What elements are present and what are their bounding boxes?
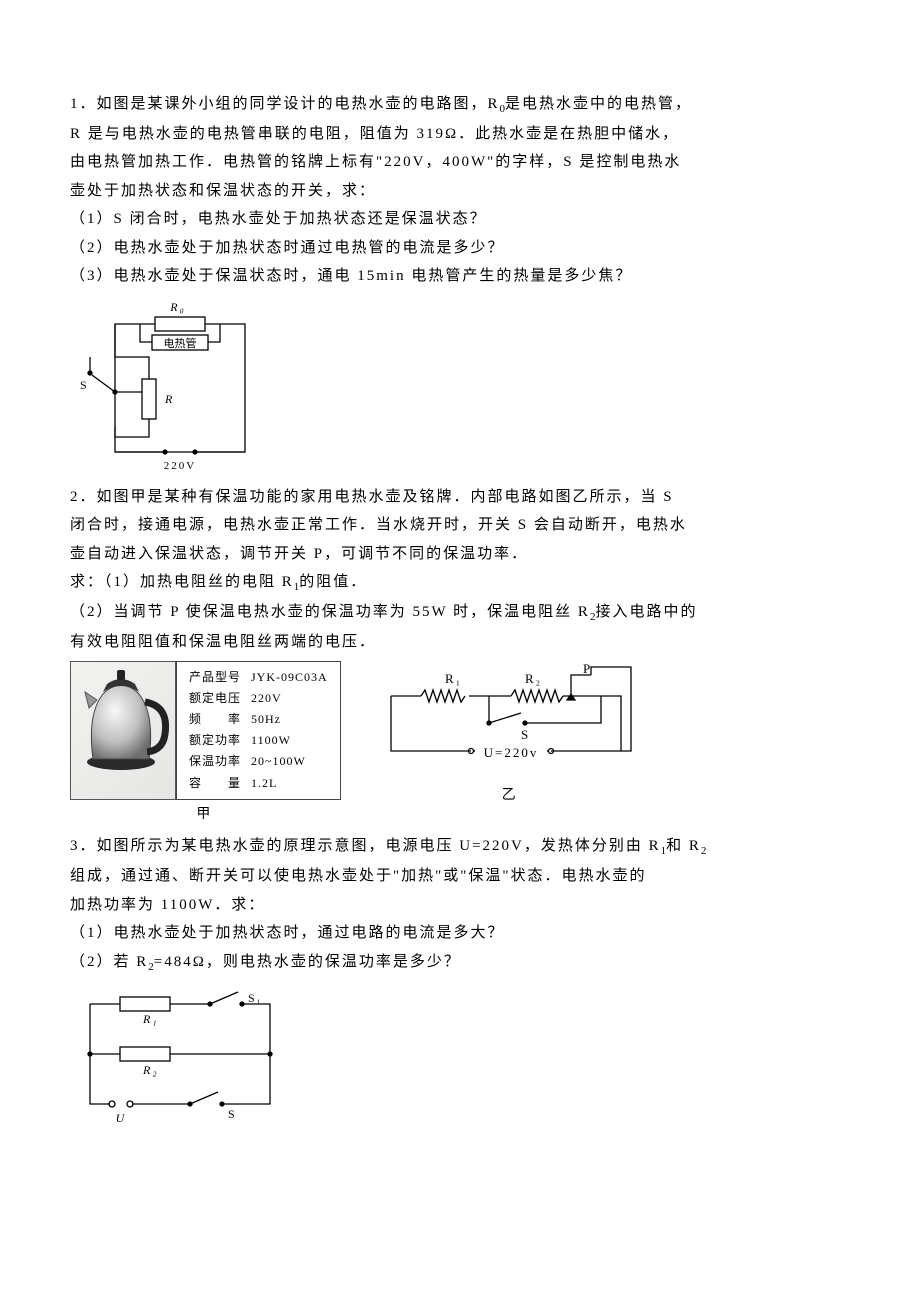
caption-jia: 甲 bbox=[70, 802, 341, 829]
q1-line4: 壶处于加热状态和保温状态的开关，求： bbox=[70, 177, 850, 206]
svg-text:R₂: R₂ bbox=[525, 671, 542, 686]
q2-line2: 闭合时，接通电源，电热水壶正常工作．当水烧开时，开关 S 会自动断开，电热水 bbox=[70, 511, 850, 540]
q1-l1b: 是电热水壶中的电热管， bbox=[505, 96, 692, 112]
q2-line1: 2．如图甲是某种有保温功能的家用电热水壶及铭牌．内部电路如图乙所示，当 S bbox=[70, 483, 850, 512]
q2-figure-row: 产品型号JYK-09C03A 额定电压220V 频 率50Hz 额定功率1100… bbox=[70, 661, 850, 829]
q2-sub2a: （2）当调节 P 使保温电热水壶的保温功率为 55W 时，保温电阻丝 R2接入电… bbox=[70, 598, 850, 628]
q2-kettle-block: 产品型号JYK-09C03A 额定电压220V 频 率50Hz 额定功率1100… bbox=[70, 661, 341, 829]
q1-sub1: （1）S 闭合时，电热水壶处于加热状态还是保温状态？ bbox=[70, 205, 850, 234]
q1-line3: 由电热管加热工作．电热管的铭牌上标有"220V，400W"的字样，S 是控制电热… bbox=[70, 148, 850, 177]
svg-text:R: R bbox=[164, 392, 174, 406]
nameplate: 产品型号JYK-09C03A 额定电压220V 频 率50Hz 额定功率1100… bbox=[176, 661, 341, 800]
q1-line1: 1．如图是某课外小组的同学设计的电热水壶的电路图，R0是电热水壶中的电热管， bbox=[70, 90, 850, 120]
q1-sub2: （2）电热水壶处于加热状态时通过电热管的电流是多少？ bbox=[70, 234, 850, 263]
q3-line3: 加热功率为 1100W．求： bbox=[70, 891, 850, 920]
svg-text:U=220v: U=220v bbox=[483, 745, 538, 760]
q2-circuit: R₁ R₂ P S bbox=[361, 661, 661, 810]
svg-text:S₁: S₁ bbox=[248, 991, 263, 1005]
q3-line1: 3．如图所示为某电热水壶的原理示意图，电源电压 U=220V，发热体分别由 R1… bbox=[70, 832, 850, 862]
svg-text:R₁: R₁ bbox=[445, 671, 462, 686]
svg-text:R₂: R₂ bbox=[142, 1063, 159, 1077]
svg-text:R₁: R₁ bbox=[142, 1012, 159, 1026]
q3-figure: R₁ S₁ R₂ U S bbox=[70, 984, 850, 1134]
kettle-photo bbox=[70, 661, 176, 800]
q3-line2: 组成，通过通、断开关可以使电热水壶处于"加热"或"保温"状态．电热水壶的 bbox=[70, 862, 850, 891]
q2-sub1: 求：（1）加热电阻丝的电阻 R1的阻值． bbox=[70, 568, 850, 598]
q1-sub3: （3）电热水壶处于保温状态时，通电 15min 电热管产生的热量是多少焦？ bbox=[70, 262, 850, 291]
q3-sub1: （1）电热水壶处于加热状态时，通过电路的电流是多大？ bbox=[70, 919, 850, 948]
q3-sub2: （2）若 R2=484Ω，则电热水壶的保温功率是多少？ bbox=[70, 948, 850, 978]
svg-text:U: U bbox=[116, 1111, 127, 1125]
svg-text:R₀: R₀ bbox=[169, 300, 186, 314]
q1-line2: R 是与电热水壶的电热管串联的电阻，阻值为 319Ω．此热水壶是在热胆中储水， bbox=[70, 120, 850, 149]
svg-text:220V: 220V bbox=[164, 460, 196, 472]
q2-sub2c: 有效电阻阻值和保温电阻丝两端的电压． bbox=[70, 628, 850, 657]
svg-text:S: S bbox=[228, 1107, 237, 1121]
svg-text:S: S bbox=[521, 727, 530, 742]
svg-text:电热管: 电热管 bbox=[164, 336, 197, 350]
q1-l1a: 1．如图是某课外小组的同学设计的电热水壶的电路图，R bbox=[70, 96, 500, 112]
q2-line3: 壶自动进入保温状态，调节开关 P，可调节不同的保温功率． bbox=[70, 540, 850, 569]
svg-text:S: S bbox=[80, 378, 89, 392]
caption-yi: 乙 bbox=[361, 783, 661, 810]
q1-figure: R₀ 电热管 S R 220V bbox=[70, 297, 850, 477]
